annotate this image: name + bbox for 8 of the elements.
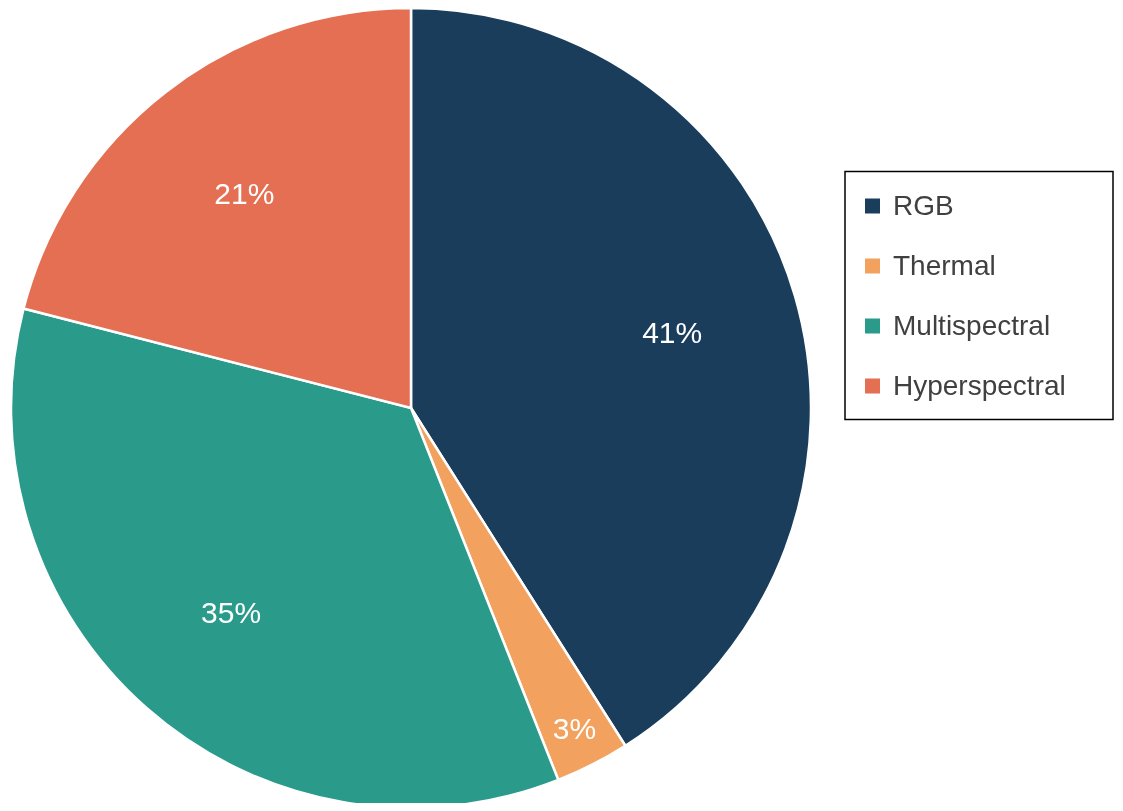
legend-label: Multispectral <box>893 310 1051 341</box>
legend-label: RGB <box>893 190 954 221</box>
data-label: 41% <box>642 315 703 349</box>
legend-label: Hyperspectral <box>893 370 1066 401</box>
data-label: 21% <box>214 176 275 210</box>
data-label: 35% <box>201 595 262 629</box>
data-label: 3% <box>552 712 597 746</box>
legend-label: Thermal <box>893 250 996 281</box>
